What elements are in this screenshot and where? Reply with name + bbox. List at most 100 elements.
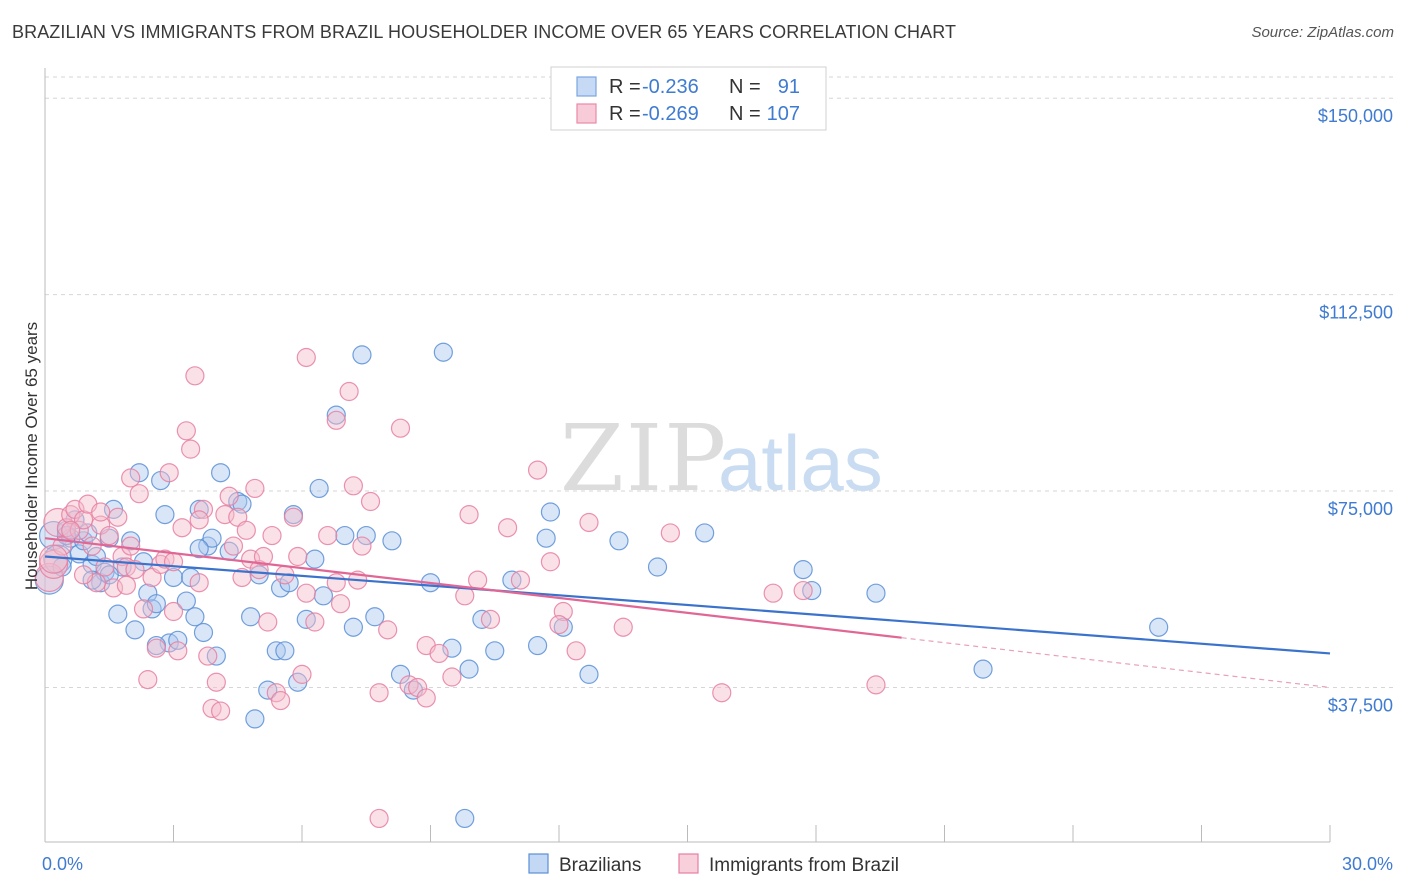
point-immigrants-42 xyxy=(219,486,239,506)
point-brazilians-16 xyxy=(108,604,128,624)
chart-title: BRAZILIAN VS IMMIGRANTS FROM BRAZIL HOUS… xyxy=(12,22,957,42)
legend-n-label-0: N = xyxy=(729,76,761,98)
point-immigrants-84 xyxy=(613,617,633,637)
point-immigrants-48 xyxy=(253,546,274,567)
point-brazilians-18 xyxy=(121,531,141,551)
point-immigrants-59 xyxy=(326,410,346,430)
point-immigrants-36 xyxy=(193,499,214,519)
point-brazilians-74 xyxy=(647,557,668,577)
point-immigrants-92 xyxy=(38,544,69,574)
point-brazilians-42 xyxy=(241,607,261,627)
point-immigrants-32 xyxy=(176,421,196,441)
point-immigrants-19 xyxy=(121,468,141,488)
y-tick-label-2: $112,500 xyxy=(1319,303,1393,323)
point-brazilians-62 xyxy=(433,342,453,362)
point-brazilians-84 xyxy=(275,641,295,661)
point-immigrants-101 xyxy=(232,567,252,588)
point-immigrants-67 xyxy=(378,620,398,640)
point-brazilians-26 xyxy=(155,505,175,525)
watermark-zip: ZIP xyxy=(560,405,728,512)
point-brazilians-79 xyxy=(973,659,993,679)
point-immigrants-13 xyxy=(95,557,115,577)
x-tick-label-max: 30.0% xyxy=(1342,854,1393,874)
point-immigrants-54 xyxy=(288,546,308,567)
y-tick-label-0: $37,500 xyxy=(1328,695,1393,715)
point-brazilians-66 xyxy=(485,641,505,661)
point-immigrants-60 xyxy=(330,594,351,614)
legend-n-value-0: 91 xyxy=(778,76,800,98)
point-immigrants-58 xyxy=(318,525,338,546)
point-immigrants-82 xyxy=(566,641,586,661)
point-brazilians-33 xyxy=(189,499,209,519)
point-immigrants-103 xyxy=(73,565,94,585)
point-immigrants-37 xyxy=(198,646,218,666)
point-brazilians-55 xyxy=(335,525,355,546)
legend-r-value-1: -0.269 xyxy=(642,103,699,125)
point-immigrants-53 xyxy=(283,507,304,527)
point-immigrants-21 xyxy=(129,484,149,504)
point-immigrants-95 xyxy=(121,536,141,556)
point-brazilians-85 xyxy=(455,808,475,829)
watermark: ZIP atlas xyxy=(560,405,883,512)
point-immigrants-72 xyxy=(429,643,449,664)
correlation-legend: R = -0.236 N = 91 R = -0.269 N = 107 xyxy=(550,66,827,131)
point-immigrants-96 xyxy=(189,510,209,530)
point-immigrants-86 xyxy=(712,683,732,703)
point-brazilians-72 xyxy=(579,664,599,684)
point-brazilians-59 xyxy=(382,531,402,551)
point-brazilians-51 xyxy=(305,549,325,569)
point-immigrants-55 xyxy=(292,664,312,684)
trend-line-immigrants-extension xyxy=(901,637,1331,689)
point-immigrants-89 xyxy=(866,675,886,695)
point-brazilians-69 xyxy=(536,528,556,548)
legend-swatch-1 xyxy=(576,103,597,124)
point-brazilians-36 xyxy=(202,528,222,548)
point-immigrants-83 xyxy=(579,512,599,533)
source-credit: Source: ZipAtlas.com xyxy=(1251,24,1394,41)
point-immigrants-56 xyxy=(296,583,316,603)
point-immigrants-28 xyxy=(159,463,179,483)
point-brazilians-54 xyxy=(326,405,346,425)
point-brazilians-75 xyxy=(695,523,715,543)
point-brazilians-19 xyxy=(125,620,145,640)
legend-box xyxy=(550,66,827,131)
point-immigrants-97 xyxy=(245,478,265,499)
point-brazilians-38 xyxy=(211,463,231,483)
point-brazilians-29 xyxy=(168,630,188,650)
trend-line-immigrants xyxy=(44,537,902,639)
y-tick-labels: $37,500 $75,000 $112,500 $150,000 xyxy=(1318,106,1393,715)
point-immigrants-93 xyxy=(61,520,81,540)
point-immigrants-35 xyxy=(189,573,209,593)
points xyxy=(34,342,1169,829)
point-immigrants-40 xyxy=(211,701,231,721)
point-brazilians-76 xyxy=(793,560,813,580)
legend-n-label-1: N = xyxy=(729,103,761,125)
point-immigrants-102 xyxy=(116,575,136,595)
point-immigrants-100 xyxy=(549,615,569,635)
point-immigrants-33 xyxy=(181,439,201,459)
point-immigrants-30 xyxy=(168,641,188,661)
point-immigrants-75 xyxy=(468,570,488,590)
point-immigrants-66 xyxy=(369,683,389,703)
point-immigrants-39 xyxy=(206,672,226,692)
point-immigrants-74 xyxy=(459,505,479,525)
point-brazilians-63 xyxy=(442,638,462,658)
point-immigrants-87 xyxy=(763,583,783,603)
point-immigrants-88 xyxy=(793,580,813,601)
point-immigrants-98 xyxy=(262,525,282,546)
point-brazilians-80 xyxy=(1149,617,1169,637)
point-immigrants-29 xyxy=(163,552,184,572)
gridlines xyxy=(45,76,1395,688)
trend-line-brazilians xyxy=(44,555,1331,655)
y-axis-label: Householder Income Over 65 years xyxy=(22,322,41,590)
point-brazilians-28 xyxy=(163,567,184,588)
point-brazilians-32 xyxy=(185,607,205,627)
point-immigrants-43 xyxy=(223,536,244,556)
point-immigrants-106 xyxy=(416,688,436,708)
point-brazilians-56 xyxy=(343,617,363,637)
y-tick-label-1: $75,000 xyxy=(1328,499,1393,519)
x-tick-labels: 0.0% 30.0% xyxy=(42,854,1393,874)
point-immigrants-45 xyxy=(236,520,256,540)
point-immigrants-34 xyxy=(185,366,205,386)
point-immigrants-49 xyxy=(258,612,278,632)
